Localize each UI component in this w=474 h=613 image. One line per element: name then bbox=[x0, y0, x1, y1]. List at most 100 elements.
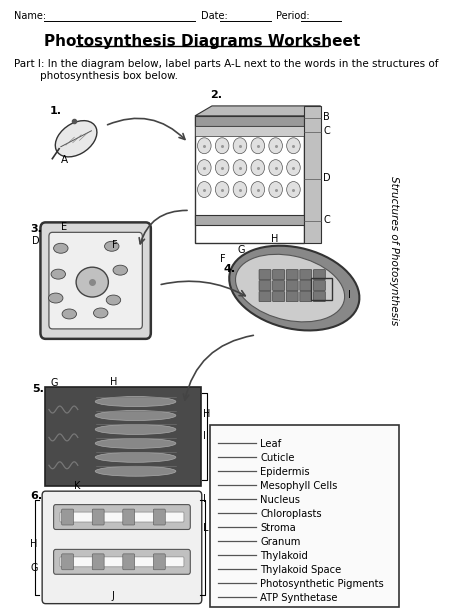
Ellipse shape bbox=[269, 181, 283, 197]
Polygon shape bbox=[304, 106, 320, 243]
FancyBboxPatch shape bbox=[195, 116, 304, 126]
FancyBboxPatch shape bbox=[45, 387, 201, 486]
Text: G: G bbox=[237, 245, 245, 255]
Text: H: H bbox=[203, 409, 211, 419]
Ellipse shape bbox=[233, 159, 247, 175]
FancyBboxPatch shape bbox=[49, 232, 142, 329]
Text: D: D bbox=[323, 173, 331, 183]
Text: H: H bbox=[272, 234, 279, 245]
Text: H: H bbox=[110, 376, 118, 387]
FancyBboxPatch shape bbox=[286, 270, 298, 280]
Text: G: G bbox=[51, 378, 58, 387]
Text: Granum: Granum bbox=[260, 537, 301, 547]
FancyBboxPatch shape bbox=[273, 292, 284, 302]
Text: D: D bbox=[32, 236, 40, 246]
Ellipse shape bbox=[233, 138, 247, 154]
FancyBboxPatch shape bbox=[40, 223, 151, 339]
Text: Structures of Photosynthesis: Structures of Photosynthesis bbox=[389, 176, 399, 325]
FancyBboxPatch shape bbox=[259, 292, 271, 302]
FancyBboxPatch shape bbox=[273, 270, 284, 280]
Text: 5.: 5. bbox=[32, 384, 44, 394]
Text: Chloroplasts: Chloroplasts bbox=[260, 509, 322, 519]
Ellipse shape bbox=[198, 181, 211, 197]
Text: F: F bbox=[220, 254, 226, 264]
Text: F: F bbox=[112, 240, 118, 250]
Text: Epidermis: Epidermis bbox=[260, 467, 310, 478]
Text: Mesophyll Cells: Mesophyll Cells bbox=[260, 481, 337, 491]
Text: 3.: 3. bbox=[30, 224, 42, 234]
Ellipse shape bbox=[215, 181, 229, 197]
FancyBboxPatch shape bbox=[300, 292, 312, 302]
Text: 2.: 2. bbox=[210, 90, 222, 100]
Text: Name:: Name: bbox=[14, 11, 46, 21]
Text: C: C bbox=[323, 126, 330, 136]
Text: C: C bbox=[323, 215, 330, 226]
FancyBboxPatch shape bbox=[195, 215, 304, 226]
Ellipse shape bbox=[95, 424, 176, 435]
FancyBboxPatch shape bbox=[154, 554, 165, 570]
FancyBboxPatch shape bbox=[42, 491, 202, 604]
Text: ATP Synthetase: ATP Synthetase bbox=[260, 593, 338, 603]
FancyBboxPatch shape bbox=[273, 281, 284, 291]
FancyBboxPatch shape bbox=[54, 504, 190, 530]
Text: 4.: 4. bbox=[224, 264, 236, 274]
Text: Period:: Period: bbox=[275, 11, 309, 21]
Ellipse shape bbox=[287, 181, 300, 197]
Ellipse shape bbox=[62, 309, 76, 319]
Ellipse shape bbox=[76, 267, 109, 297]
FancyBboxPatch shape bbox=[60, 512, 184, 522]
Text: J: J bbox=[112, 591, 115, 601]
Ellipse shape bbox=[95, 411, 176, 421]
Text: B: B bbox=[323, 112, 330, 122]
Ellipse shape bbox=[95, 452, 176, 462]
Ellipse shape bbox=[105, 242, 119, 251]
Text: Part I: In the diagram below, label parts A-L next to the words in the structure: Part I: In the diagram below, label part… bbox=[14, 59, 438, 81]
Ellipse shape bbox=[95, 466, 176, 476]
Text: Leaf: Leaf bbox=[260, 440, 282, 449]
Text: A: A bbox=[61, 154, 68, 165]
Text: 1.: 1. bbox=[50, 106, 62, 116]
Text: Stroma: Stroma bbox=[260, 523, 296, 533]
FancyBboxPatch shape bbox=[286, 281, 298, 291]
Ellipse shape bbox=[233, 181, 247, 197]
Ellipse shape bbox=[55, 121, 97, 157]
Text: E: E bbox=[61, 223, 67, 232]
FancyBboxPatch shape bbox=[123, 509, 135, 525]
Text: G: G bbox=[30, 563, 38, 573]
Ellipse shape bbox=[287, 138, 300, 154]
FancyBboxPatch shape bbox=[300, 281, 312, 291]
Ellipse shape bbox=[269, 159, 283, 175]
Ellipse shape bbox=[269, 138, 283, 154]
Ellipse shape bbox=[93, 308, 108, 318]
Ellipse shape bbox=[106, 295, 121, 305]
Text: Thylakoid: Thylakoid bbox=[260, 551, 308, 561]
Text: Date:: Date: bbox=[201, 11, 228, 21]
FancyBboxPatch shape bbox=[286, 292, 298, 302]
FancyBboxPatch shape bbox=[60, 557, 184, 567]
Ellipse shape bbox=[54, 243, 68, 253]
Text: Nucleus: Nucleus bbox=[260, 495, 301, 505]
Ellipse shape bbox=[251, 138, 264, 154]
FancyBboxPatch shape bbox=[313, 292, 325, 302]
Ellipse shape bbox=[198, 159, 211, 175]
Ellipse shape bbox=[236, 254, 345, 322]
FancyBboxPatch shape bbox=[154, 509, 165, 525]
Ellipse shape bbox=[215, 159, 229, 175]
Text: K: K bbox=[73, 481, 80, 491]
Ellipse shape bbox=[95, 438, 176, 448]
FancyBboxPatch shape bbox=[123, 554, 135, 570]
Ellipse shape bbox=[51, 269, 65, 279]
Ellipse shape bbox=[215, 138, 229, 154]
Text: I: I bbox=[348, 290, 351, 300]
FancyBboxPatch shape bbox=[259, 270, 271, 280]
Text: Cuticle: Cuticle bbox=[260, 454, 295, 463]
Text: I: I bbox=[203, 432, 206, 441]
FancyBboxPatch shape bbox=[195, 126, 304, 135]
Text: 6.: 6. bbox=[30, 491, 42, 501]
Ellipse shape bbox=[229, 246, 359, 330]
Text: Thylakoid Space: Thylakoid Space bbox=[260, 565, 342, 575]
Ellipse shape bbox=[95, 397, 176, 406]
Ellipse shape bbox=[113, 265, 128, 275]
FancyBboxPatch shape bbox=[300, 270, 312, 280]
Ellipse shape bbox=[251, 159, 264, 175]
